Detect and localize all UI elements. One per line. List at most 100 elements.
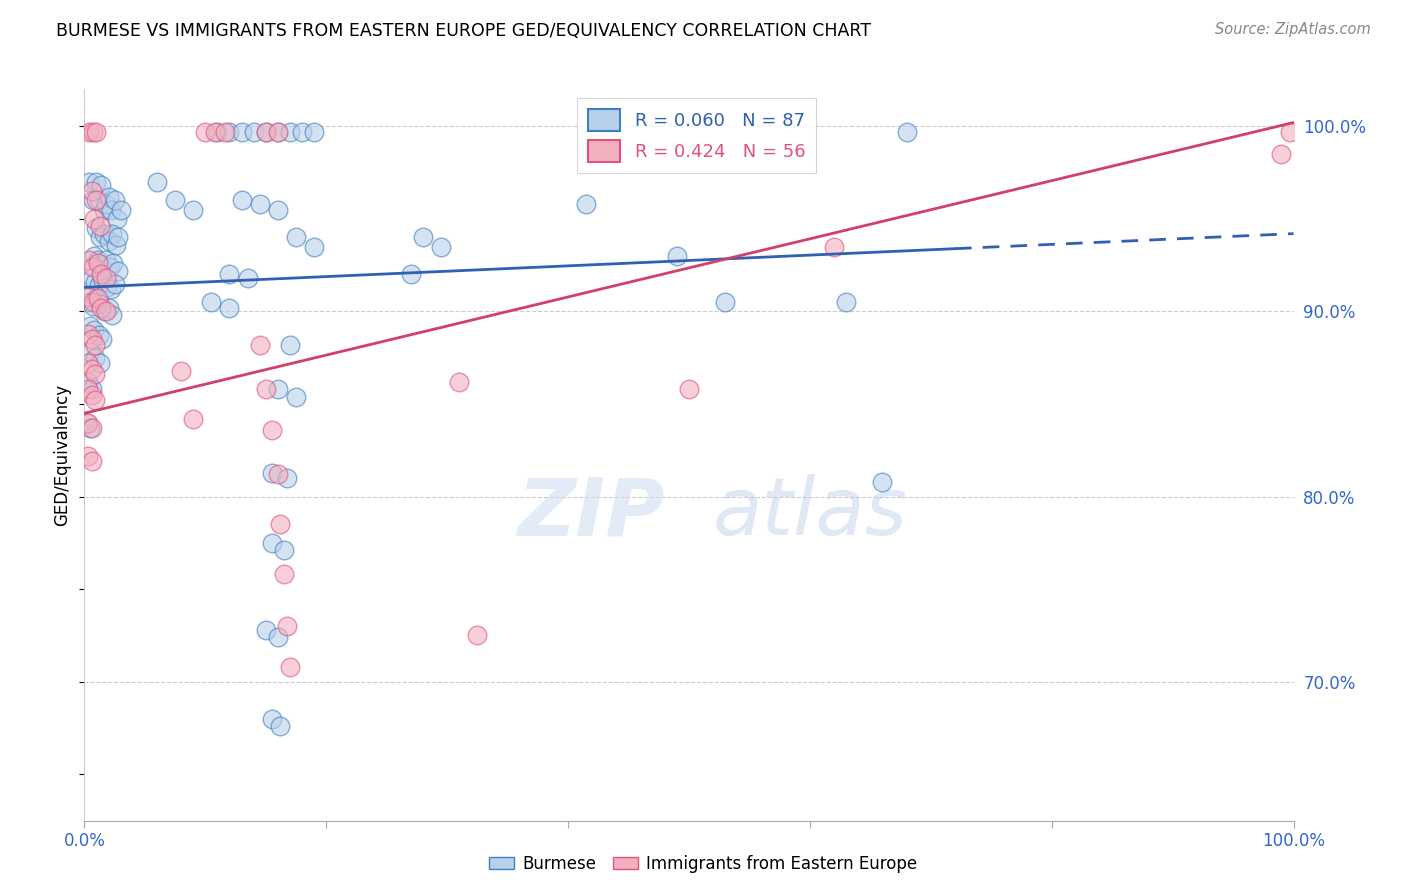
Point [254, 382, 277, 396]
Point [86, 292, 108, 306]
Point [260, 423, 283, 437]
Point [87, 194, 110, 208]
Point [678, 382, 700, 396]
Point [83, 249, 105, 263]
Legend: Burmese, Immigrants from Eastern Europe: Burmese, Immigrants from Eastern Europe [482, 848, 924, 880]
Point [100, 282, 122, 296]
Point [82, 295, 104, 310]
Point [285, 390, 308, 404]
Point [278, 660, 301, 674]
Point [97, 301, 120, 315]
Point [77, 449, 100, 463]
Point [76, 416, 98, 430]
Point [1278, 125, 1301, 139]
Point [254, 125, 277, 139]
Text: Source: ZipAtlas.com: Source: ZipAtlas.com [1215, 22, 1371, 37]
Point [94, 304, 117, 318]
Point [97, 234, 120, 248]
Point [80, 361, 103, 376]
Point [575, 197, 598, 211]
Point [430, 239, 453, 253]
Point [254, 125, 277, 139]
Point [103, 256, 125, 270]
Point [82, 194, 104, 208]
Point [107, 263, 129, 277]
Point [90, 301, 112, 315]
Point [260, 712, 283, 726]
Point [86, 194, 108, 208]
Point [285, 230, 308, 244]
Point [86, 292, 108, 306]
Point [93, 227, 115, 241]
Point [1270, 147, 1292, 161]
Point [104, 237, 127, 252]
Point [181, 202, 204, 217]
Point [100, 202, 122, 217]
Point [79, 319, 101, 334]
Point [87, 328, 110, 343]
Point [96, 280, 118, 294]
Point [77, 416, 100, 430]
Y-axis label: GED/Equivalency: GED/Equivalency [53, 384, 72, 526]
Point [146, 175, 169, 189]
Point [194, 125, 217, 139]
Point [91, 271, 114, 285]
Point [89, 219, 111, 234]
Point [260, 536, 283, 550]
Point [276, 619, 298, 633]
Point [83, 323, 105, 337]
Point [872, 475, 894, 489]
Point [77, 175, 100, 189]
Point [89, 297, 111, 311]
Point [82, 299, 104, 313]
Point [181, 412, 204, 426]
Point [236, 271, 259, 285]
Point [267, 382, 290, 396]
Point [399, 268, 422, 282]
Point [77, 356, 100, 370]
Point [269, 719, 291, 733]
Point [77, 382, 100, 396]
Point [89, 230, 111, 244]
Point [104, 194, 127, 208]
Legend: R = 0.060   N = 87, R = 0.424   N = 56: R = 0.060 N = 87, R = 0.424 N = 56 [576, 98, 817, 173]
Point [101, 227, 124, 241]
Point [84, 368, 107, 382]
Point [231, 125, 253, 139]
Point [302, 125, 325, 139]
Point [291, 125, 314, 139]
Point [80, 271, 103, 285]
Point [83, 211, 105, 226]
Point [82, 125, 104, 139]
Point [260, 466, 283, 480]
Point [80, 421, 103, 435]
Point [94, 197, 117, 211]
Point [84, 337, 107, 351]
Point [90, 178, 112, 193]
Text: ZIP: ZIP [517, 475, 665, 552]
Point [91, 332, 114, 346]
Point [218, 268, 240, 282]
Point [214, 125, 236, 139]
Point [97, 189, 120, 203]
Point [87, 278, 110, 293]
Point [835, 295, 858, 310]
Point [276, 471, 298, 485]
Point [84, 393, 107, 408]
Point [80, 382, 103, 396]
Point [449, 375, 471, 389]
Point [254, 623, 277, 637]
Point [207, 125, 229, 139]
Point [267, 125, 290, 139]
Point [412, 230, 434, 244]
Point [200, 295, 222, 310]
Point [77, 125, 100, 139]
Point [90, 268, 112, 282]
Point [105, 211, 128, 226]
Point [84, 351, 107, 365]
Point [98, 260, 121, 274]
Point [86, 125, 108, 139]
Point [302, 239, 325, 253]
Point [823, 239, 845, 253]
Point [896, 125, 918, 139]
